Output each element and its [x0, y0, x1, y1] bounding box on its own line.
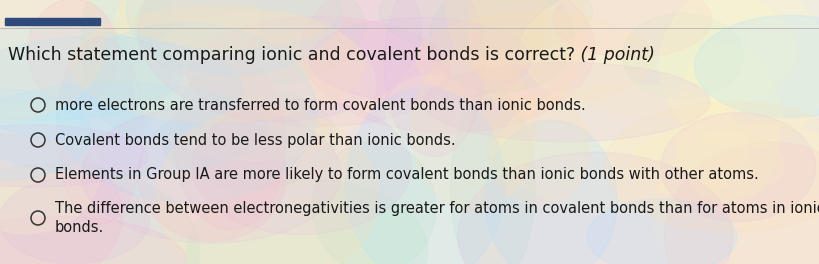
Ellipse shape — [0, 36, 242, 142]
Ellipse shape — [187, 179, 428, 264]
Ellipse shape — [652, 122, 819, 264]
Text: The difference between electronegativities is greater for atoms in covalent bond: The difference between electronegativiti… — [55, 201, 819, 235]
Ellipse shape — [0, 0, 104, 121]
Ellipse shape — [552, 0, 711, 58]
Ellipse shape — [57, 37, 143, 224]
Ellipse shape — [309, 18, 530, 102]
Ellipse shape — [345, 88, 505, 264]
Ellipse shape — [446, 0, 548, 79]
Bar — [5, 18, 100, 25]
Ellipse shape — [520, 0, 796, 117]
Ellipse shape — [423, 63, 708, 142]
Ellipse shape — [622, 13, 742, 99]
Ellipse shape — [664, 142, 819, 264]
Ellipse shape — [488, 94, 589, 206]
Ellipse shape — [28, 0, 117, 105]
Ellipse shape — [416, 13, 652, 106]
Ellipse shape — [0, 177, 149, 263]
Ellipse shape — [673, 45, 780, 205]
Ellipse shape — [155, 108, 378, 264]
Ellipse shape — [660, 113, 815, 221]
Ellipse shape — [468, 0, 583, 115]
Ellipse shape — [0, 102, 100, 234]
Ellipse shape — [188, 17, 450, 127]
Ellipse shape — [586, 199, 736, 264]
Ellipse shape — [174, 57, 286, 229]
Ellipse shape — [138, 109, 286, 241]
Ellipse shape — [378, 0, 592, 54]
Ellipse shape — [658, 0, 819, 149]
Ellipse shape — [134, 0, 364, 87]
Ellipse shape — [499, 84, 748, 213]
Ellipse shape — [457, 152, 732, 264]
Ellipse shape — [0, 82, 267, 176]
Ellipse shape — [119, 0, 341, 49]
Ellipse shape — [134, 11, 375, 161]
Ellipse shape — [162, 88, 337, 189]
Ellipse shape — [383, 0, 484, 157]
Ellipse shape — [631, 130, 783, 199]
Ellipse shape — [604, 101, 819, 232]
Ellipse shape — [450, 89, 535, 264]
Ellipse shape — [57, 22, 316, 203]
Ellipse shape — [301, 0, 595, 133]
Ellipse shape — [70, 7, 364, 122]
Ellipse shape — [115, 0, 259, 62]
Ellipse shape — [312, 141, 436, 264]
Ellipse shape — [82, 105, 341, 243]
Text: Covalent bonds tend to be less polar than ionic bonds.: Covalent bonds tend to be less polar tha… — [55, 133, 455, 148]
Ellipse shape — [126, 0, 340, 75]
Ellipse shape — [0, 89, 92, 180]
Text: (1 point): (1 point) — [574, 46, 654, 64]
Ellipse shape — [0, 217, 186, 264]
Ellipse shape — [484, 120, 617, 264]
Ellipse shape — [386, 75, 471, 150]
Text: Elements in Group IA are more likely to form covalent bonds than ionic bonds wit: Elements in Group IA are more likely to … — [55, 167, 758, 182]
Ellipse shape — [429, 0, 573, 92]
Ellipse shape — [138, 0, 421, 121]
Ellipse shape — [0, 27, 182, 120]
Ellipse shape — [0, 134, 122, 264]
Ellipse shape — [694, 15, 819, 117]
Ellipse shape — [81, 0, 174, 132]
Ellipse shape — [192, 100, 411, 234]
Ellipse shape — [411, 49, 534, 211]
Ellipse shape — [0, 164, 199, 264]
Ellipse shape — [0, 125, 147, 187]
Text: Which statement comparing ionic and covalent bonds is correct?: Which statement comparing ionic and cova… — [8, 46, 574, 64]
Text: more electrons are transferred to form covalent bonds than ionic bonds.: more electrons are transferred to form c… — [55, 97, 585, 112]
